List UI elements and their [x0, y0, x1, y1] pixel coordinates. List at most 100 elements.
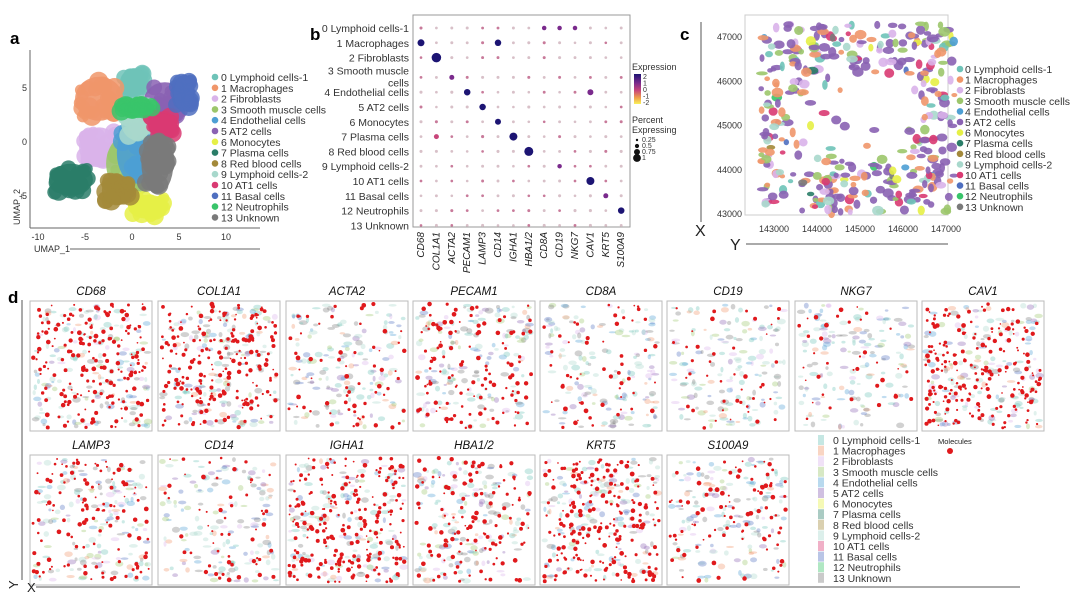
molecule-dot — [296, 406, 298, 408]
tile-cell — [736, 338, 743, 341]
molecule-dot — [137, 362, 140, 365]
molecule-dot — [777, 307, 781, 311]
molecule-dot — [331, 474, 333, 476]
molecule-dot — [330, 500, 333, 503]
tile-cell — [509, 533, 516, 538]
molecule-dot — [497, 514, 501, 518]
molecule-dot — [445, 545, 448, 548]
spatial-cell — [938, 27, 950, 37]
tile-cell — [271, 554, 276, 560]
tile-cell — [185, 533, 188, 537]
tile-cell — [357, 469, 366, 474]
molecule-dot — [217, 350, 221, 354]
tile-cell — [211, 482, 218, 486]
molecule-dot — [198, 509, 200, 511]
tile-cell — [307, 334, 311, 338]
tile-cell — [679, 569, 684, 572]
molecule-dot — [127, 332, 130, 335]
tile-cell — [382, 357, 389, 361]
molecule-dot — [518, 361, 521, 364]
tile-cell — [733, 337, 736, 340]
tile-cell — [66, 515, 71, 517]
molecule-dot — [329, 412, 331, 414]
spatial-cell — [885, 59, 897, 66]
molecule-dot — [983, 369, 986, 372]
tile-cell — [837, 398, 846, 400]
tile-cell — [184, 384, 193, 388]
legend-swatch — [212, 128, 219, 135]
molecule-dot — [605, 525, 609, 529]
molecule-dot — [981, 306, 983, 308]
tile-cell — [564, 490, 568, 492]
tile-cell — [628, 423, 634, 425]
molecule-dot — [145, 486, 147, 488]
tile-cell — [442, 474, 445, 477]
tile-cell — [739, 371, 744, 377]
tile-cell — [98, 534, 102, 537]
tile-cell — [319, 370, 326, 375]
tile-cell — [938, 322, 945, 327]
molecule-dot — [610, 503, 613, 506]
percent-dot — [635, 144, 639, 148]
tile-cell — [513, 417, 516, 419]
molecule-dot — [733, 521, 735, 523]
tile-cell — [752, 409, 758, 411]
molecule-dot — [474, 492, 479, 497]
molecule-dot — [612, 560, 617, 565]
dot — [450, 91, 453, 94]
tile-cell — [745, 462, 752, 467]
molecule-dot — [753, 317, 757, 321]
molecule-dot — [61, 403, 66, 408]
tile-cell — [213, 565, 217, 569]
molecule-dot — [179, 386, 184, 391]
molecule-dot — [180, 321, 182, 323]
molecule-dot — [925, 406, 929, 410]
molecule-dot — [526, 512, 529, 515]
molecule-dot — [363, 402, 366, 405]
legend-label: 13 Unknown — [965, 202, 1024, 214]
molecule-dot — [423, 467, 427, 471]
molecule-dot — [591, 424, 594, 427]
molecule-dot — [467, 388, 469, 390]
molecule-dot — [570, 509, 574, 513]
legend-swatch — [957, 98, 964, 105]
tile-cell — [51, 311, 57, 314]
tile-cell — [635, 321, 641, 323]
molecule-dot — [576, 377, 578, 379]
molecule-dot — [390, 465, 394, 469]
molecule-dot — [544, 461, 547, 464]
molecule-dot — [46, 504, 48, 506]
tile-cell — [492, 343, 496, 347]
molecule-dot — [102, 353, 106, 357]
molecule-dot — [729, 516, 733, 520]
dot — [589, 120, 592, 123]
molecule-dot — [958, 385, 962, 389]
panel-label-b: b — [310, 25, 320, 44]
molecule-dot — [507, 532, 509, 534]
tile-cell — [487, 393, 491, 397]
molecule-dot — [584, 480, 587, 483]
tile-cell — [852, 335, 860, 339]
tile-cell — [267, 488, 274, 493]
spatial-cell — [838, 50, 844, 55]
tile-cell — [390, 401, 396, 403]
tile-cell — [220, 525, 228, 528]
molecule-dot — [571, 474, 576, 479]
molecule-dot — [765, 506, 768, 509]
molecule-dot — [494, 543, 497, 546]
molecule-dot — [171, 329, 174, 332]
molecule-dot — [987, 394, 992, 399]
spatial-cell — [772, 134, 778, 140]
tile-cell — [821, 419, 827, 421]
molecule-dot — [359, 486, 361, 488]
tile-cell — [145, 562, 151, 567]
molecule-dot — [345, 365, 347, 367]
molecule-dot — [116, 352, 119, 355]
molecule-dot — [269, 549, 273, 553]
tile-cell — [82, 396, 89, 398]
molecule-dot — [255, 396, 258, 399]
tile-cell — [134, 377, 140, 380]
tile-cell — [569, 404, 576, 409]
tile-cell — [860, 346, 869, 348]
molecule-dot — [812, 402, 814, 404]
